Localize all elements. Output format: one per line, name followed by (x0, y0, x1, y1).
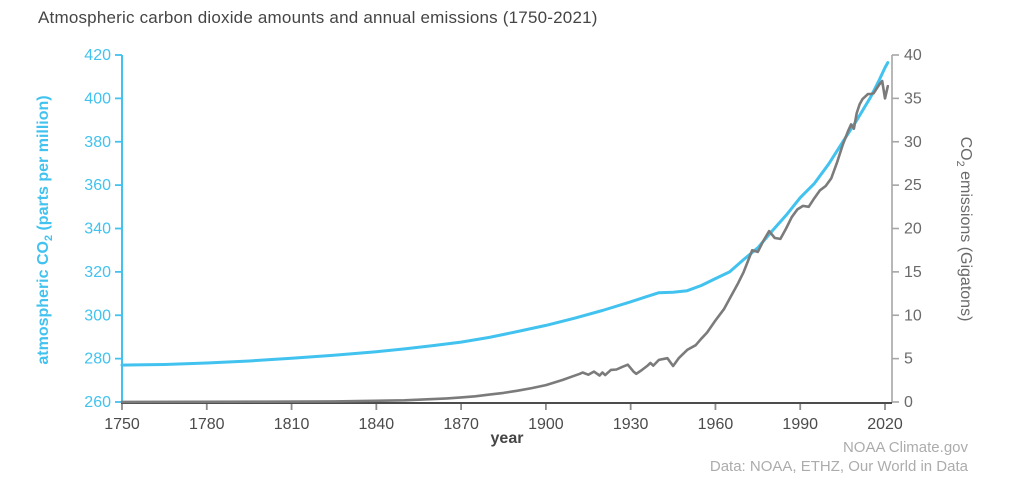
left-axis-tick-label: 340 (84, 221, 111, 238)
right-axis-tick-label: 35 (904, 90, 922, 107)
co2-emissions-line (120, 79, 890, 404)
attribution: NOAA Climate.gov Data: NOAA, ETHZ, Our W… (710, 438, 968, 476)
x-axis-tick-label: 1750 (104, 416, 140, 433)
left-axis-tick-label: 360 (84, 177, 111, 194)
x-axis-title: year (490, 430, 524, 447)
x-axis-tick-label: 1990 (782, 416, 818, 433)
x-axis-tick-label: 1870 (443, 416, 479, 433)
left-axis-tick-label: 400 (84, 90, 111, 107)
attribution-source: NOAA Climate.gov (842, 439, 968, 456)
attribution-data-credits: Data: NOAA, ETHZ, Our World in Data (709, 458, 968, 475)
x-axis-tick-label: 1900 (528, 416, 564, 433)
left-axis-tick-label: 320 (84, 264, 111, 281)
right-axis-tick-label: 20 (904, 221, 922, 238)
x-axis-tick-label: 1960 (698, 416, 734, 433)
left-axis-tick-label: 380 (84, 134, 111, 151)
right-axis-tick-label: 15 (904, 264, 922, 281)
right-axis-tick-label: 40 (904, 47, 922, 64)
x-axis-tick-label: 1840 (359, 416, 395, 433)
right-axis-tick-label: 5 (904, 351, 913, 368)
right-axis-tick-label: 10 (904, 307, 922, 324)
right-axis-tick-label: 30 (904, 134, 922, 151)
left-axis-tick-label: 300 (84, 307, 111, 324)
left-axis-tick-label: 260 (84, 394, 111, 411)
right-axis-tick-label: 0 (904, 394, 913, 411)
right-axis-tick-label: 25 (904, 177, 922, 194)
x-axis-tick-label: 1780 (189, 416, 225, 433)
atmospheric-co2-line (120, 61, 890, 367)
left-axis-tick-label: 420 (84, 47, 111, 64)
x-axis-tick-label: 1810 (274, 416, 310, 433)
chart-title: Atmospheric carbon dioxide amounts and a… (38, 8, 598, 27)
x-axis-tick-label: 2020 (867, 416, 903, 433)
x-axis-tick-label: 1930 (613, 416, 649, 433)
left-axis-tick-label: 280 (84, 351, 111, 368)
